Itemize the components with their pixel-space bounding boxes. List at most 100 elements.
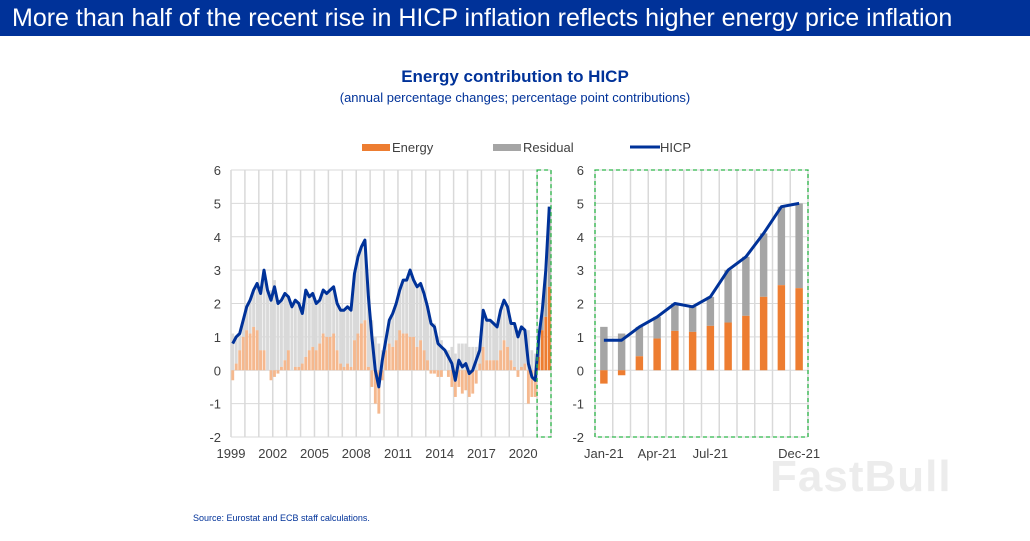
legend-swatch-energy	[362, 144, 390, 151]
bar-residual	[422, 293, 426, 351]
bar-residual	[795, 203, 803, 289]
y-tick-label: 1	[214, 330, 221, 345]
bar-residual	[492, 323, 496, 361]
bar-residual	[300, 313, 304, 364]
bar-energy	[248, 333, 252, 371]
bar-residual	[332, 286, 336, 334]
bar-energy	[273, 370, 276, 377]
bar-energy	[492, 360, 496, 371]
bar-energy	[533, 370, 537, 397]
x-tick-label: 2002	[258, 446, 287, 461]
legend-label-residual: Residual	[523, 140, 574, 155]
x-tick-label: Jul-21	[693, 446, 728, 461]
bar-energy	[474, 370, 478, 384]
bar-energy	[252, 326, 256, 371]
bar-energy	[346, 363, 349, 371]
bar-residual	[408, 270, 412, 337]
bar-residual	[328, 290, 332, 337]
bar-residual	[450, 346, 454, 371]
bar-residual	[255, 283, 259, 331]
bar-residual	[366, 296, 370, 367]
bar-energy	[245, 330, 249, 371]
bar-energy	[467, 370, 471, 397]
bar-residual	[502, 300, 506, 341]
bar-residual	[304, 290, 308, 357]
x-tick-label: Apr-21	[638, 446, 677, 461]
bar-residual	[523, 330, 527, 364]
y-tick-label: -1	[209, 397, 221, 412]
bar-energy	[426, 360, 429, 371]
slide-title: More than half of the recent rise in HIC…	[0, 0, 1030, 36]
hicp-line	[603, 201, 800, 342]
bar-energy	[516, 370, 520, 377]
bar-energy	[262, 350, 266, 371]
y-tick-label: 4	[214, 230, 221, 245]
bar-energy	[332, 333, 336, 371]
bar-energy	[297, 366, 301, 371]
bar-residual	[377, 343, 381, 371]
bar-energy	[231, 370, 235, 381]
bar-residual	[259, 293, 263, 351]
bar-residual	[262, 270, 266, 351]
bar-energy	[307, 350, 311, 371]
bar-energy	[318, 343, 322, 371]
bar-residual	[349, 310, 353, 367]
bar-residual	[530, 350, 534, 371]
x-tick-label: 2008	[342, 446, 371, 461]
bar-residual	[439, 340, 443, 371]
bar-residual	[353, 273, 356, 341]
bar-energy	[259, 350, 263, 371]
bar-energy	[635, 356, 644, 371]
bar-residual	[443, 350, 447, 371]
chart-title: Energy contribution to HICP	[401, 67, 629, 86]
bar-residual	[433, 323, 436, 371]
bar-residual	[373, 336, 377, 371]
bar-energy	[530, 370, 534, 397]
bar-energy	[547, 286, 551, 371]
bar-residual	[346, 306, 349, 364]
bar-residual	[318, 300, 322, 344]
y-tick-label: 0	[214, 363, 221, 378]
bar-energy	[502, 340, 506, 371]
bar-residual	[453, 353, 457, 371]
bar-energy	[422, 350, 426, 371]
bar-residual	[485, 320, 489, 361]
bar-energy	[300, 363, 304, 371]
bar-energy	[653, 338, 661, 371]
bar-energy	[540, 330, 544, 371]
bar-residual	[356, 256, 360, 334]
bar-energy	[777, 285, 786, 371]
watermark-logo: FastBull	[770, 452, 952, 501]
bar-energy	[433, 370, 436, 374]
y-tick-label: -2	[209, 430, 221, 445]
y-tick-label: 2	[214, 297, 221, 312]
legend-label-hicp: HICP	[660, 140, 691, 155]
bar-energy	[349, 366, 353, 371]
bar-energy	[384, 350, 388, 371]
bar-energy	[373, 370, 377, 404]
bar-residual	[248, 300, 252, 334]
y-tick-label: 3	[577, 263, 584, 278]
bar-residual	[724, 270, 732, 323]
bar-energy	[415, 346, 419, 371]
bar-energy	[671, 330, 679, 371]
legend-swatch-residual	[493, 144, 521, 151]
bar-residual	[339, 310, 343, 364]
bar-energy	[269, 370, 273, 381]
bar-energy	[255, 330, 259, 371]
bar-residual	[513, 323, 516, 367]
bar-residual	[279, 300, 283, 367]
bar-residual	[311, 293, 315, 347]
highlight-box	[594, 169, 809, 438]
y-tick-label: 1	[577, 330, 584, 345]
bar-energy	[506, 346, 509, 371]
bar-residual	[495, 326, 499, 361]
bar-residual	[405, 280, 409, 334]
y-tick-label: -2	[572, 430, 584, 445]
bar-residual	[314, 303, 318, 351]
y-tick-label: -1	[572, 397, 584, 412]
x-tick-label: Jan-21	[584, 446, 624, 461]
